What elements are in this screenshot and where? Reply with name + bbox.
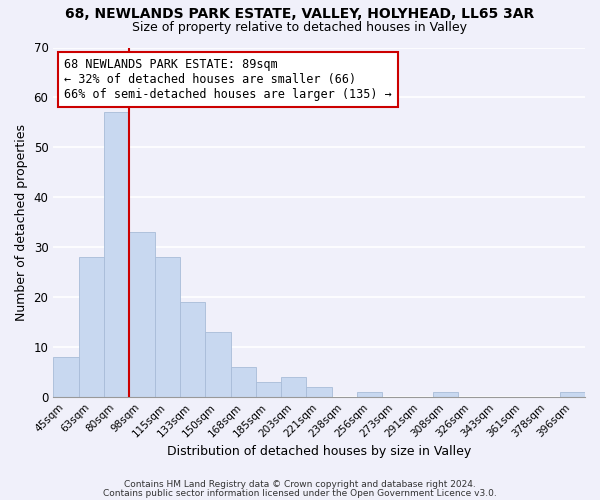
- Bar: [129, 232, 155, 397]
- Bar: [53, 358, 79, 397]
- Bar: [357, 392, 382, 397]
- Bar: [230, 367, 256, 397]
- Bar: [205, 332, 230, 397]
- Bar: [79, 258, 104, 397]
- Text: 68 NEWLANDS PARK ESTATE: 89sqm
← 32% of detached houses are smaller (66)
66% of : 68 NEWLANDS PARK ESTATE: 89sqm ← 32% of …: [64, 58, 392, 101]
- Bar: [180, 302, 205, 397]
- Bar: [104, 112, 129, 397]
- Text: 68, NEWLANDS PARK ESTATE, VALLEY, HOLYHEAD, LL65 3AR: 68, NEWLANDS PARK ESTATE, VALLEY, HOLYHE…: [65, 8, 535, 22]
- Bar: [256, 382, 281, 397]
- Bar: [281, 377, 307, 397]
- Text: Size of property relative to detached houses in Valley: Size of property relative to detached ho…: [133, 21, 467, 34]
- Bar: [307, 387, 332, 397]
- Bar: [560, 392, 585, 397]
- X-axis label: Distribution of detached houses by size in Valley: Distribution of detached houses by size …: [167, 444, 471, 458]
- Text: Contains HM Land Registry data © Crown copyright and database right 2024.: Contains HM Land Registry data © Crown c…: [124, 480, 476, 489]
- Y-axis label: Number of detached properties: Number of detached properties: [15, 124, 28, 321]
- Bar: [433, 392, 458, 397]
- Bar: [155, 258, 180, 397]
- Text: Contains public sector information licensed under the Open Government Licence v3: Contains public sector information licen…: [103, 488, 497, 498]
